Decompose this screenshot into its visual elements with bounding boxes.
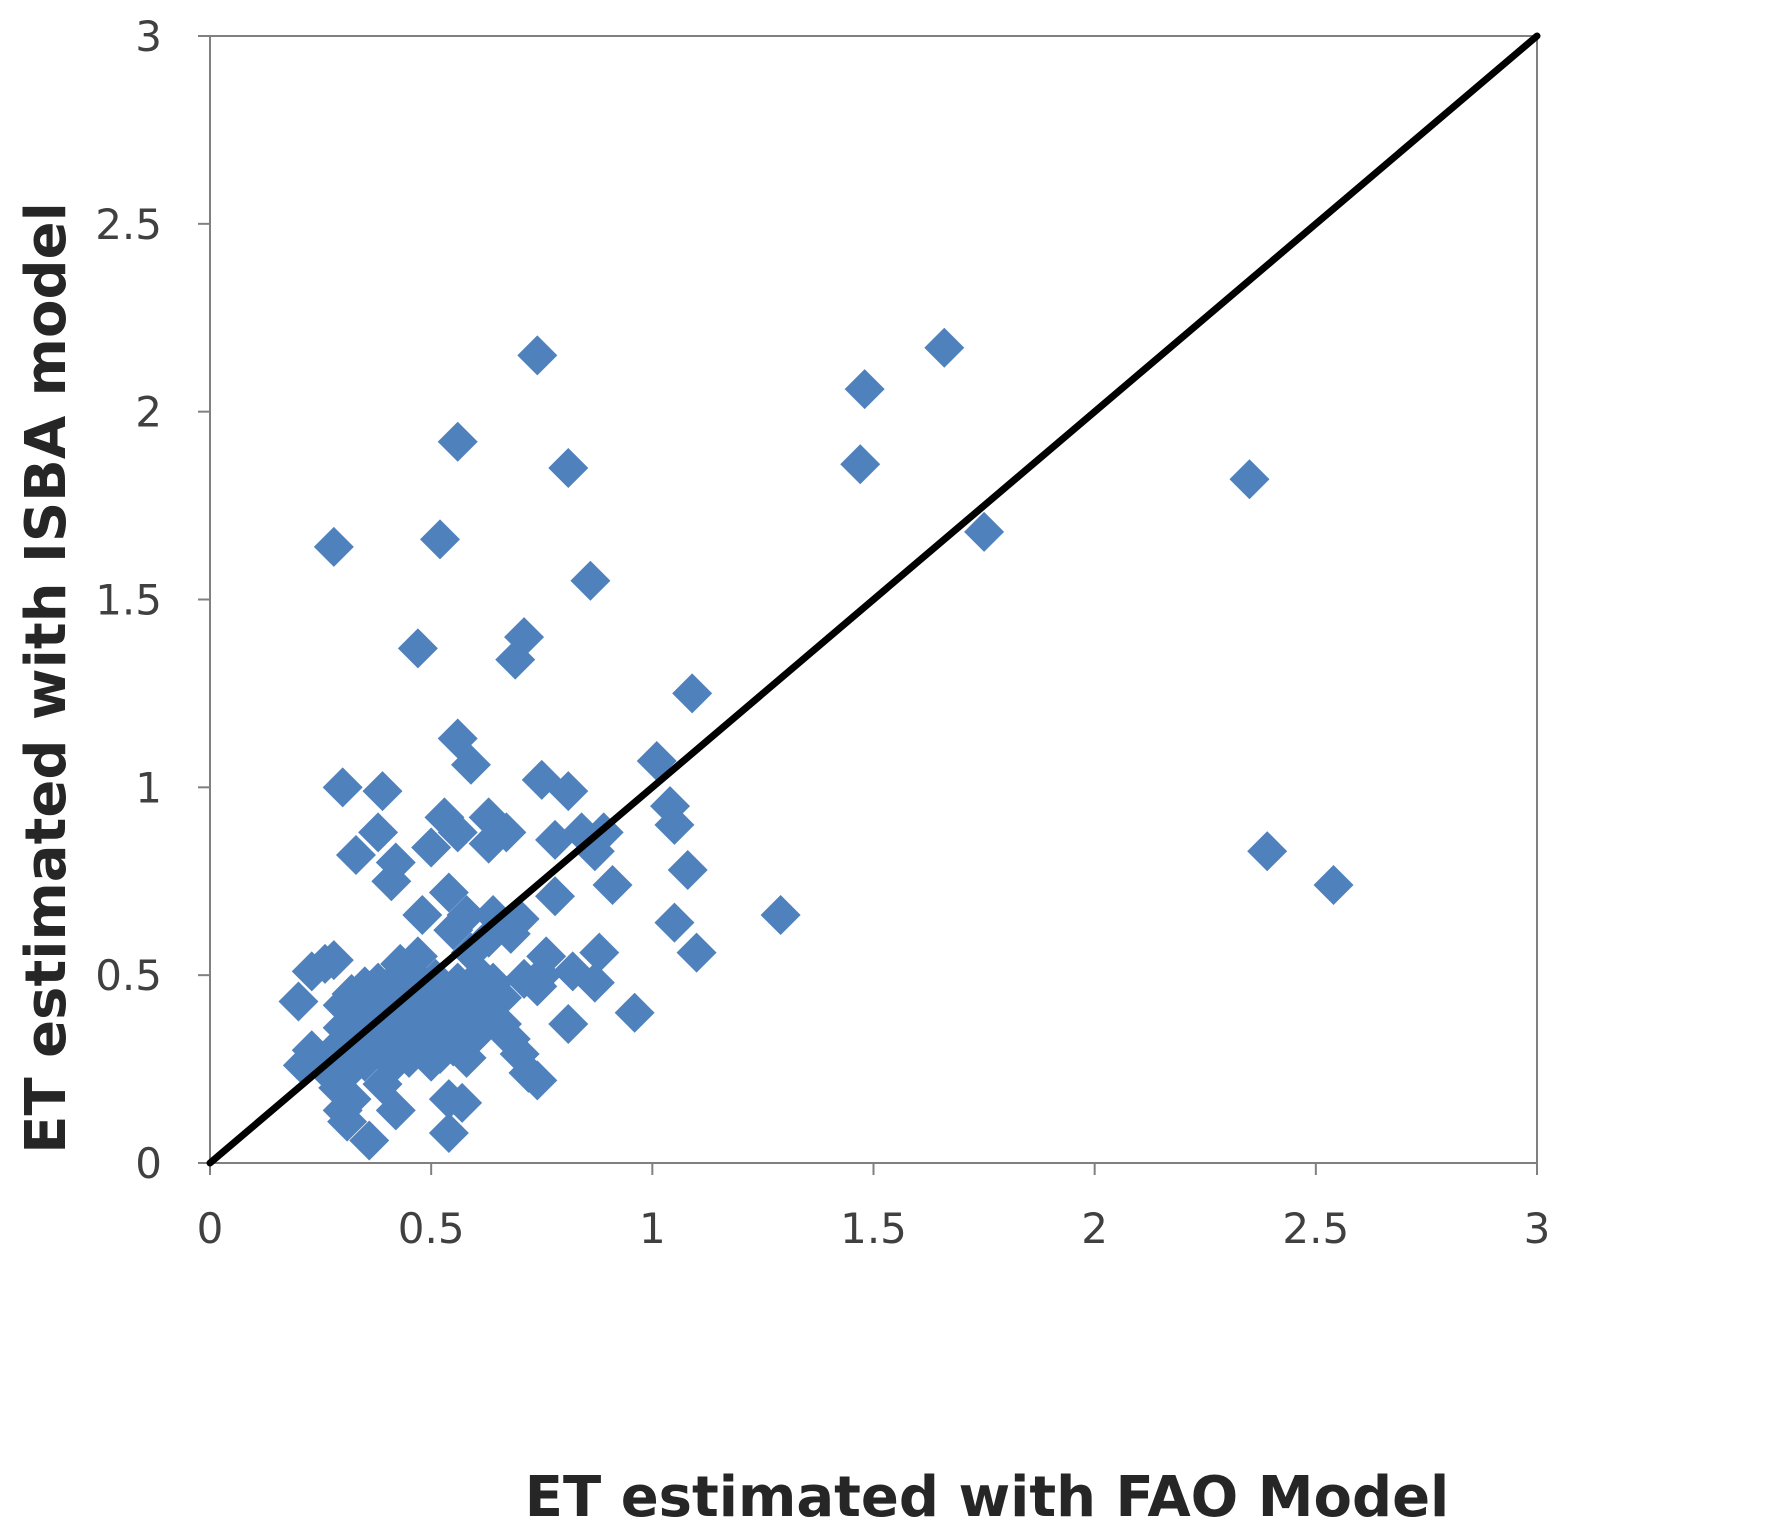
x-axis-title: ET estimated with FAO Model — [525, 1465, 1450, 1530]
data-point — [424, 970, 465, 1011]
data-point — [437, 1000, 478, 1041]
data-point — [840, 444, 881, 485]
x-tick-label: 0.5 — [398, 1204, 465, 1253]
data-point — [411, 827, 452, 868]
data-point — [548, 1004, 589, 1045]
data-point — [442, 1082, 483, 1123]
data-point — [371, 1000, 412, 1041]
data-point — [278, 981, 319, 1022]
data-point — [517, 1060, 558, 1101]
data-point — [760, 895, 801, 936]
data-point — [291, 951, 332, 992]
x-tick-label: 2.5 — [1282, 1204, 1349, 1253]
data-point — [459, 955, 500, 996]
data-point — [362, 771, 403, 812]
data-point — [437, 421, 478, 462]
x-tick-label: 1 — [639, 1204, 666, 1253]
data-point — [517, 966, 558, 1007]
one-to-one-line — [206, 32, 1541, 1167]
data-point — [654, 804, 695, 845]
x-tick-label: 0 — [197, 1204, 224, 1253]
data-point — [844, 369, 885, 410]
data-point — [397, 628, 438, 669]
data-point — [574, 962, 615, 1003]
data-point — [437, 812, 478, 853]
data-point — [1229, 459, 1270, 500]
data-point — [420, 519, 461, 560]
data-point — [924, 327, 965, 368]
data-point — [335, 834, 376, 875]
data-point — [672, 673, 713, 714]
data-point — [468, 823, 509, 864]
data-point — [380, 943, 421, 984]
x-tick-label: 2 — [1081, 1204, 1108, 1253]
y-tick-label: 0 — [135, 1139, 162, 1188]
data-point — [450, 744, 491, 785]
data-point — [322, 767, 363, 808]
data-point — [495, 639, 536, 680]
x-tick-label: 1.5 — [840, 1204, 907, 1253]
data-point — [667, 849, 708, 890]
data-point — [592, 865, 633, 906]
data-point — [358, 812, 399, 853]
data-point — [1313, 865, 1354, 906]
data-point — [375, 1090, 416, 1131]
y-tick-label: 3 — [135, 12, 162, 61]
data-point — [490, 913, 531, 954]
data-point — [535, 876, 576, 917]
data-point — [676, 932, 717, 973]
x-axis-ticks: 0 0.5 1 1.5 2 2.5 3 — [197, 1163, 1551, 1253]
data-point — [428, 1112, 469, 1153]
y-tick-label: 1 — [135, 763, 162, 812]
y-tick-label: 1.5 — [95, 576, 162, 625]
data-point — [1247, 831, 1288, 872]
data-point — [654, 902, 695, 943]
data-point — [402, 895, 443, 936]
data-point — [614, 992, 655, 1033]
y-tick-label: 0.5 — [95, 951, 162, 1000]
data-points — [278, 327, 1354, 1161]
data-point — [490, 1019, 531, 1060]
data-point — [499, 898, 540, 939]
data-point — [504, 617, 545, 658]
data-point — [433, 910, 474, 951]
y-tick-label: 2.5 — [95, 200, 162, 249]
data-point — [570, 560, 611, 601]
data-point — [446, 1037, 487, 1078]
data-point — [349, 1120, 390, 1161]
y-tick-label: 2 — [135, 388, 162, 437]
data-point — [548, 448, 589, 489]
y-axis-title: ET estimated with ISBA model — [14, 202, 79, 1154]
data-point — [411, 1041, 452, 1082]
data-point — [353, 977, 394, 1018]
reference-line-group — [206, 32, 1541, 1167]
data-point — [313, 526, 354, 567]
data-point — [327, 1101, 368, 1142]
data-point — [964, 511, 1005, 552]
x-tick-label: 3 — [1524, 1204, 1551, 1253]
data-point — [517, 335, 558, 376]
y-axis-ticks: 0 0.5 1 1.5 2 2.5 3 — [95, 12, 210, 1188]
data-point — [579, 932, 620, 973]
data-point — [548, 771, 589, 812]
data-point — [428, 872, 469, 913]
data-point — [371, 861, 412, 902]
